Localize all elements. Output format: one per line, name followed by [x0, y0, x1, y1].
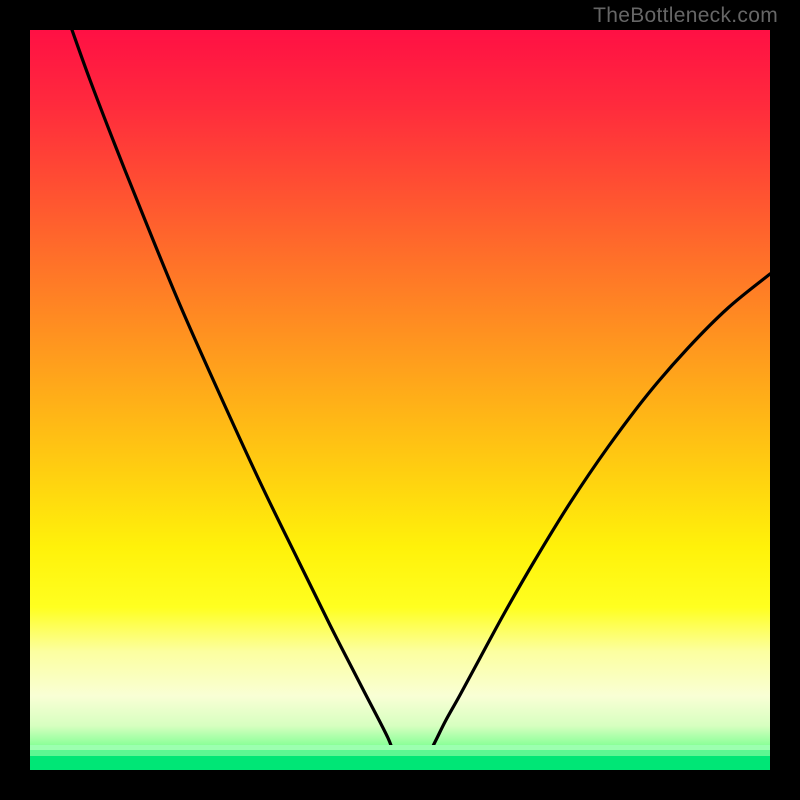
curve-left-branch — [72, 30, 392, 748]
bottom-color-band — [30, 756, 770, 770]
bottleneck-chart — [30, 30, 770, 770]
curve-right-branch — [432, 274, 770, 748]
attribution-text: TheBottleneck.com — [593, 4, 778, 28]
bottleneck-curves — [30, 30, 770, 770]
